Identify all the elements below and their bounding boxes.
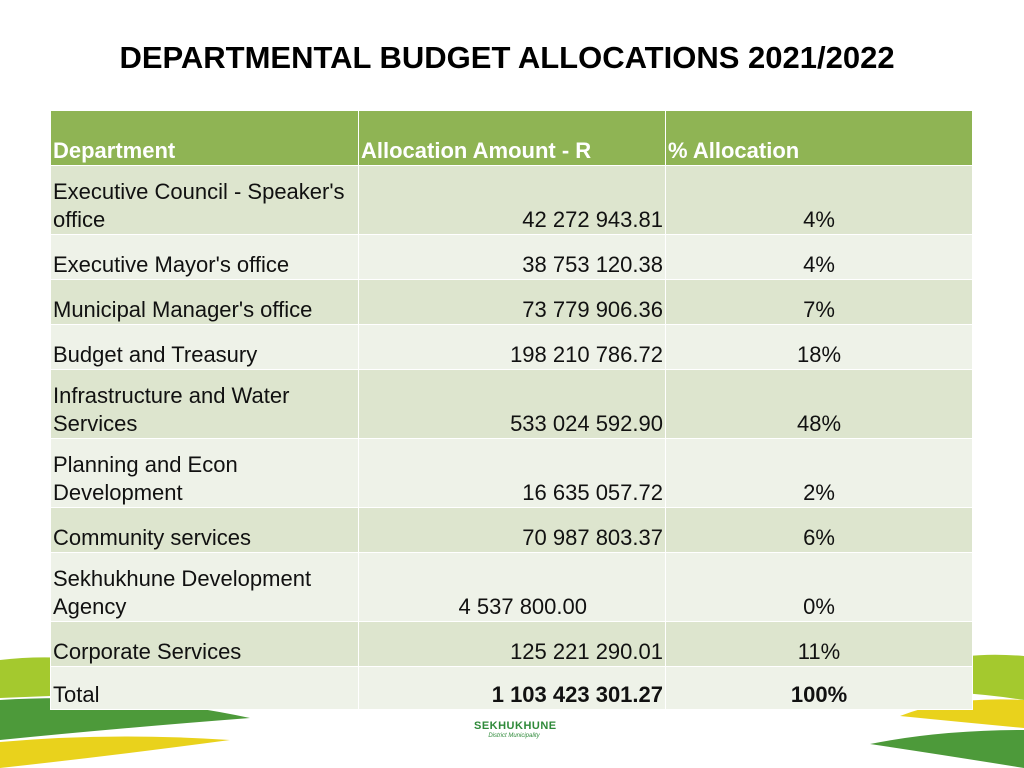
- total-label: Total: [50, 666, 359, 710]
- table-row: Infrastructure and Water Services 533 02…: [50, 369, 973, 439]
- table-row: Budget and Treasury 198 210 786.72 18%: [50, 324, 973, 370]
- amount-cell: 4 537 800.00: [358, 552, 666, 622]
- header-department: Department: [50, 110, 359, 166]
- table-row: Executive Council - Speaker's office 42 …: [50, 165, 973, 235]
- department-cell: Sekhukhune Development Agency: [50, 552, 359, 622]
- logo-name: SEKHUKHUNE: [474, 720, 557, 732]
- table-row: Community services 70 987 803.37 6%: [50, 507, 973, 553]
- amount-cell: 198 210 786.72: [358, 324, 666, 370]
- table-row: Sekhukhune Development Agency 4 537 800.…: [50, 552, 973, 622]
- department-cell: Infrastructure and Water Services: [50, 369, 359, 439]
- header-allocation-amount: Allocation Amount - R: [358, 110, 666, 166]
- amount-cell: 125 221 290.01: [358, 621, 666, 667]
- total-amount: 1 103 423 301.27: [358, 666, 666, 710]
- percent-cell: 48%: [665, 369, 973, 439]
- department-cell: Planning and Econ Development: [50, 438, 359, 508]
- percent-cell: 18%: [665, 324, 973, 370]
- table-header-row: Department Allocation Amount - R % Alloc…: [50, 110, 973, 166]
- table-row: Executive Mayor's office 38 753 120.38 4…: [50, 234, 973, 280]
- amount-cell: 16 635 057.72: [358, 438, 666, 508]
- total-percent: 100%: [665, 666, 973, 710]
- logo-subtitle: District Municipality: [488, 733, 540, 739]
- table-row: Planning and Econ Development 16 635 057…: [50, 438, 973, 508]
- amount-cell: 533 024 592.90: [358, 369, 666, 439]
- percent-cell: 0%: [665, 552, 973, 622]
- department-cell: Executive Council - Speaker's office: [50, 165, 359, 235]
- budget-table: Department Allocation Amount - R % Alloc…: [50, 110, 973, 710]
- percent-cell: 7%: [665, 279, 973, 325]
- left-swoosh-yellow: [0, 736, 230, 768]
- percent-cell: 2%: [665, 438, 973, 508]
- percent-cell: 11%: [665, 621, 973, 667]
- municipality-logo: SEKHUKHUNE District Municipality: [474, 720, 557, 746]
- department-cell: Community services: [50, 507, 359, 553]
- amount-cell: 70 987 803.37: [358, 507, 666, 553]
- amount-cell: 42 272 943.81: [358, 165, 666, 235]
- header-percent-allocation: % Allocation: [665, 110, 973, 166]
- table-total-row: Total 1 103 423 301.27 100%: [50, 666, 973, 710]
- percent-cell: 4%: [665, 165, 973, 235]
- amount-cell: 38 753 120.38: [358, 234, 666, 280]
- table-row: Municipal Manager's office 73 779 906.36…: [50, 279, 973, 325]
- page-title: DEPARTMENTAL BUDGET ALLOCATIONS 2021/202…: [119, 40, 895, 75]
- percent-cell: 6%: [665, 507, 973, 553]
- percent-cell: 4%: [665, 234, 973, 280]
- right-swoosh-green: [870, 730, 1024, 768]
- table-row: Corporate Services 125 221 290.01 11%: [50, 621, 973, 667]
- amount-cell: 73 779 906.36: [358, 279, 666, 325]
- department-cell: Budget and Treasury: [50, 324, 359, 370]
- department-cell: Corporate Services: [50, 621, 359, 667]
- department-cell: Municipal Manager's office: [50, 279, 359, 325]
- department-cell: Executive Mayor's office: [50, 234, 359, 280]
